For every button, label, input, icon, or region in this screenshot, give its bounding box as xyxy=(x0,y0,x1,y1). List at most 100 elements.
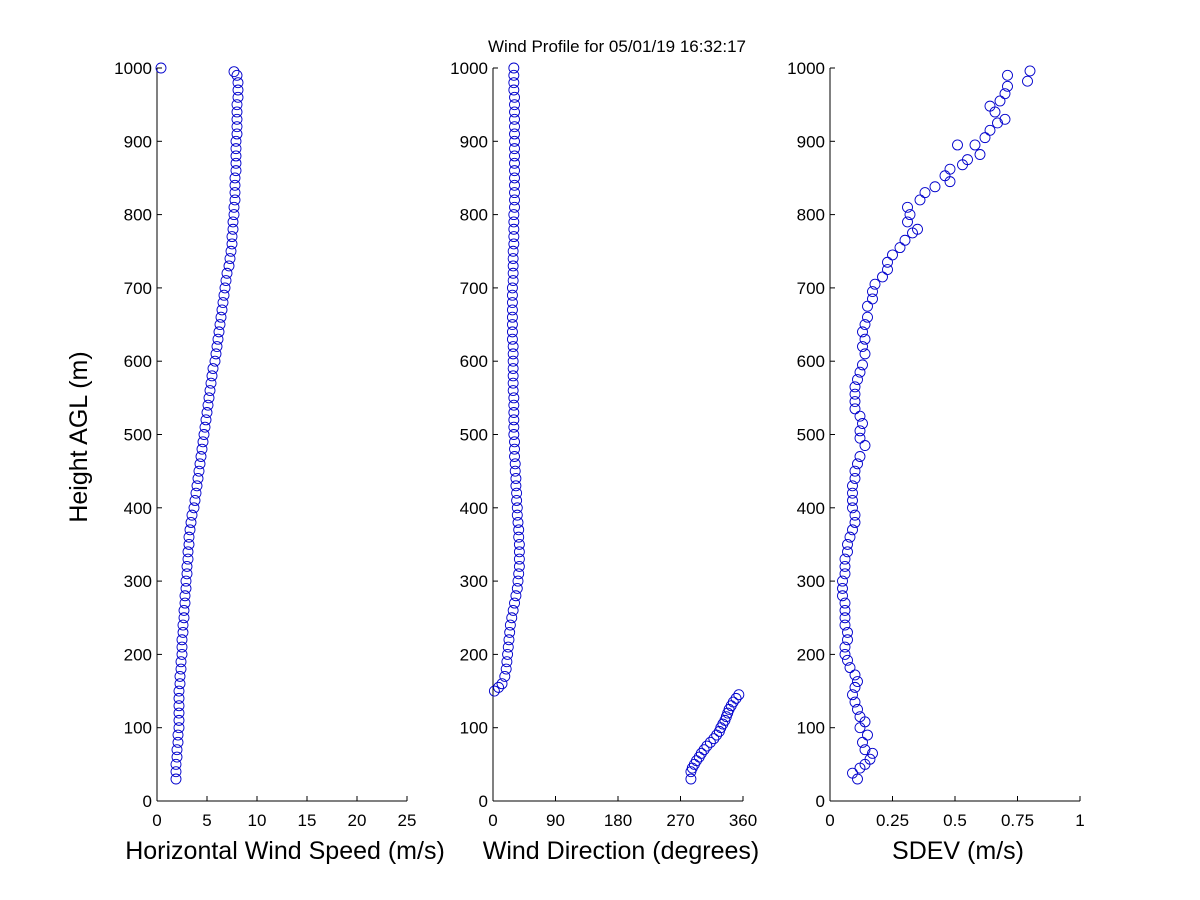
data-point xyxy=(508,399,520,411)
data-point xyxy=(201,407,213,418)
data-point xyxy=(839,553,851,565)
y-tick-label: 500 xyxy=(460,426,488,445)
data-point xyxy=(507,370,519,382)
x-tick-label: 90 xyxy=(546,811,565,830)
data-point xyxy=(509,165,520,177)
x-tick-label: 15 xyxy=(298,811,317,830)
data-point xyxy=(508,238,520,250)
data-point xyxy=(193,465,205,477)
data-point xyxy=(513,568,525,580)
y-tick-label: 400 xyxy=(460,499,488,518)
data-point xyxy=(199,421,211,433)
y-tick-label: 600 xyxy=(797,352,825,371)
data-point xyxy=(507,355,519,367)
data-point xyxy=(506,326,518,338)
y-tick-label: 700 xyxy=(124,279,152,298)
data-point xyxy=(508,209,520,221)
data-point xyxy=(507,348,519,360)
data-point xyxy=(181,560,193,572)
data-point xyxy=(508,231,520,243)
data-point xyxy=(507,267,519,279)
data-point xyxy=(179,597,191,609)
data-point xyxy=(225,245,237,257)
data-point xyxy=(155,62,167,74)
data-point xyxy=(862,311,873,323)
data-point xyxy=(183,539,195,550)
data-point xyxy=(894,242,906,254)
data-point xyxy=(221,267,233,279)
data-point xyxy=(506,333,518,345)
data-point xyxy=(839,612,851,624)
data-point xyxy=(852,676,863,687)
data-point xyxy=(184,524,196,536)
data-point xyxy=(847,689,858,701)
data-point xyxy=(223,260,235,272)
data-point xyxy=(854,410,866,422)
data-point xyxy=(919,187,931,199)
data-point xyxy=(509,91,520,103)
data-point xyxy=(1022,75,1033,87)
data-point xyxy=(198,429,210,440)
data-point xyxy=(508,84,520,96)
y-tick-label: 100 xyxy=(124,719,152,738)
data-point xyxy=(506,612,518,624)
data-point xyxy=(847,502,858,514)
data-point xyxy=(513,546,525,558)
data-point xyxy=(508,392,520,404)
data-point xyxy=(969,139,981,151)
data-point xyxy=(506,304,518,316)
data-point xyxy=(173,722,185,734)
data-point xyxy=(228,209,240,221)
data-point xyxy=(509,121,520,133)
data-point xyxy=(912,223,923,235)
data-point xyxy=(171,744,183,756)
y-tick-label: 300 xyxy=(797,572,825,591)
x-tick-label: 0 xyxy=(488,811,497,830)
data-point xyxy=(864,753,876,765)
data-point xyxy=(220,275,232,287)
data-point xyxy=(1002,80,1013,92)
data-point xyxy=(914,194,926,206)
data-point xyxy=(508,216,520,228)
data-point xyxy=(837,590,848,602)
y-tick-label: 200 xyxy=(124,645,152,664)
y-tick-label: 500 xyxy=(797,426,825,445)
data-point xyxy=(859,440,871,451)
data-point xyxy=(170,773,182,785)
data-point xyxy=(854,711,866,723)
data-point xyxy=(852,374,863,385)
data-point xyxy=(177,626,189,638)
x-tick-label: 0.25 xyxy=(876,811,909,830)
data-point xyxy=(849,465,861,477)
data-point xyxy=(882,256,893,268)
data-point xyxy=(226,231,238,243)
data-point xyxy=(509,113,520,125)
data-point xyxy=(730,692,742,704)
data-point xyxy=(979,132,991,144)
data-point xyxy=(230,150,242,162)
data-point xyxy=(510,480,522,492)
data-point xyxy=(733,689,745,701)
data-point xyxy=(507,245,519,257)
data-point xyxy=(854,425,866,437)
data-point xyxy=(509,451,520,462)
data-point xyxy=(511,495,523,506)
x-tick-label: 5 xyxy=(202,811,211,830)
data-point xyxy=(867,286,878,298)
data-point xyxy=(952,139,963,151)
y-tick-label: 0 xyxy=(143,792,152,811)
data-point xyxy=(501,656,513,668)
data-point xyxy=(847,767,858,779)
data-point xyxy=(506,297,518,309)
data-point xyxy=(202,399,214,411)
data-point xyxy=(882,264,893,276)
data-point xyxy=(217,297,229,309)
data-point xyxy=(849,396,861,407)
data-point xyxy=(849,381,861,393)
data-point xyxy=(205,377,217,389)
data-point xyxy=(227,216,239,228)
data-point xyxy=(230,143,242,155)
y-tick-label: 900 xyxy=(797,132,825,151)
x-tick-label: 0 xyxy=(825,811,834,830)
y-tick-label: 800 xyxy=(797,206,825,225)
